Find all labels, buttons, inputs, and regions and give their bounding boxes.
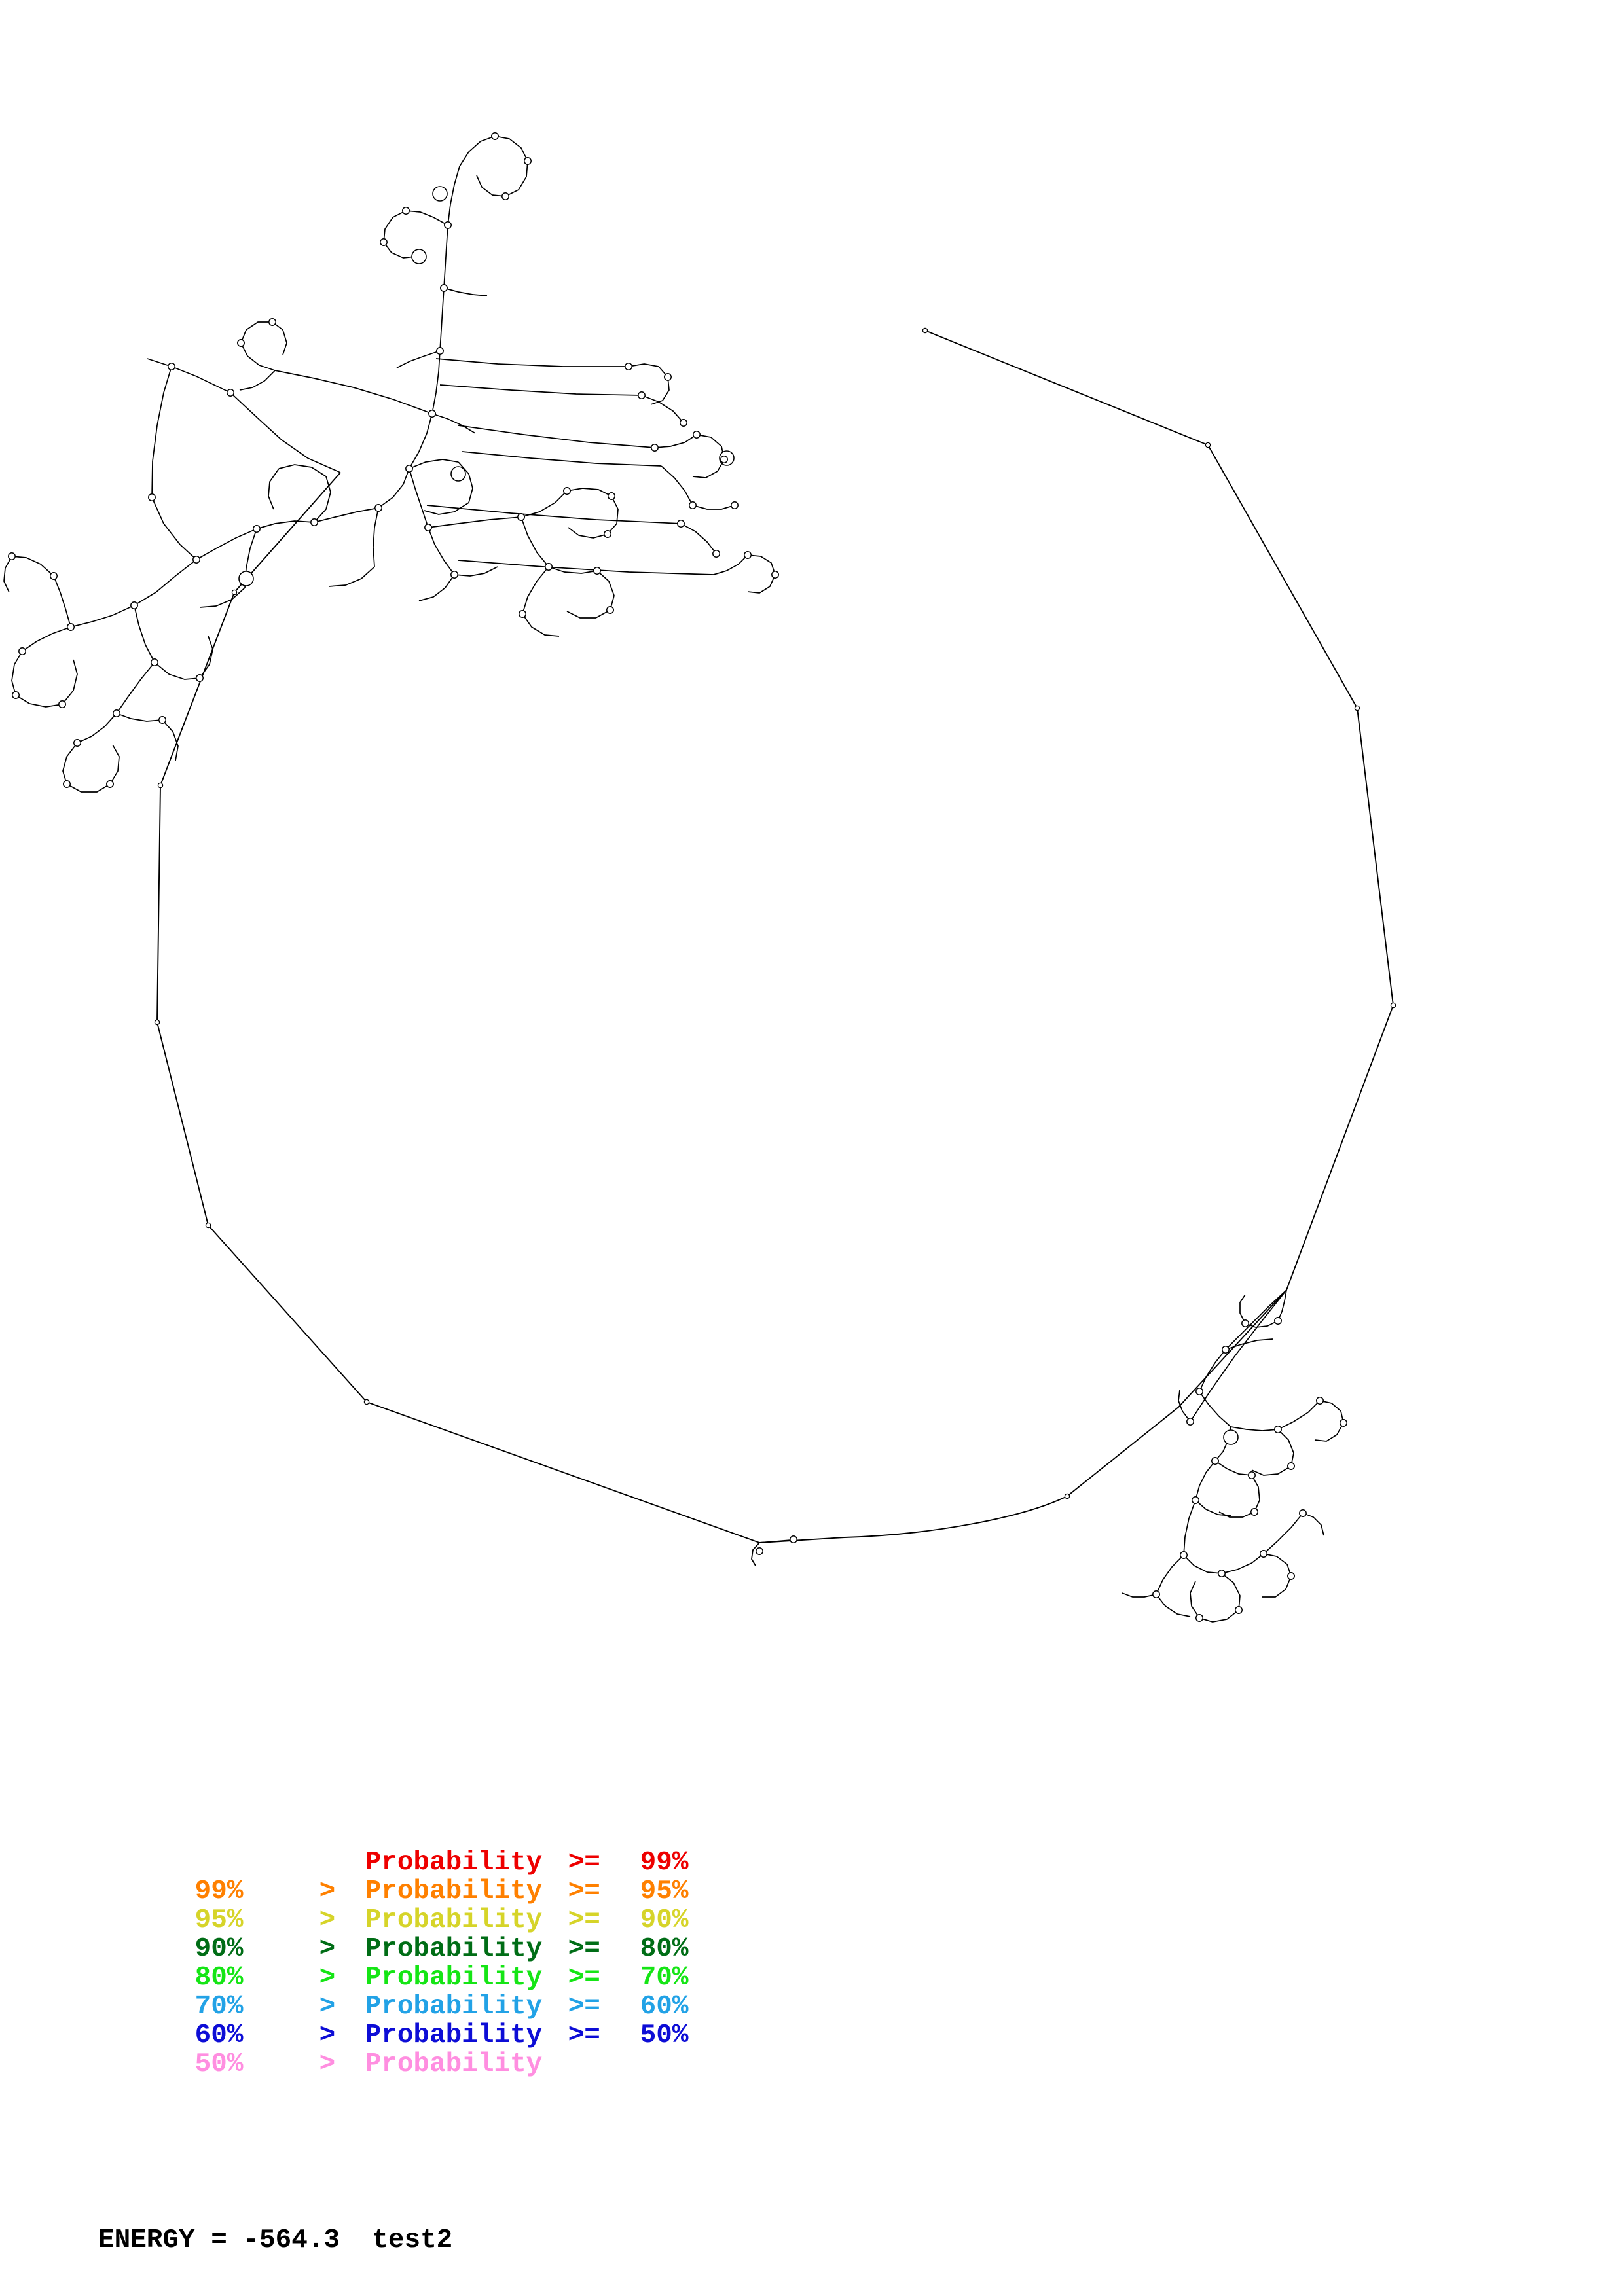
- legend-word-95: Probability: [365, 1876, 543, 1907]
- legend-row-90: 95% > Probability >= 90%: [0, 1877, 786, 1935]
- legend-word-70: Probability: [365, 1963, 543, 1993]
- legend-high-60: 60%: [640, 1992, 689, 2022]
- helix-cluster-upper-left: [3, 135, 528, 793]
- legend-row-50: 60% > Probability >= 50%: [0, 1992, 786, 2050]
- probability-colour-legend: Probability >= 99% 99% > Probability >= 95% 95…: [0, 1820, 786, 2079]
- legend-ge-50: >=: [568, 2020, 600, 2051]
- helix-cluster-lower-right: [1122, 1289, 1344, 1623]
- legend-op-60: >: [319, 1992, 336, 2022]
- legend-op-below-50: >: [319, 2049, 336, 2079]
- legend-row-99: Probability >= 99%: [0, 1820, 786, 1877]
- legend-high-95: 95%: [640, 1876, 689, 1907]
- legend-ge-60: >=: [568, 1992, 600, 2022]
- legend-low-70: 80%: [194, 1963, 244, 1993]
- exterior-loop-backbone: [156, 330, 1394, 1543]
- legend-ge-90: >=: [568, 1905, 600, 1935]
- legend-low-95: 99%: [194, 1876, 244, 1907]
- rna-structure-diagram[interactable]: [0, 0, 1623, 1676]
- legend-high-70: 70%: [640, 1963, 689, 1993]
- legend-ge-70: >=: [568, 1963, 600, 1993]
- energy-caption: ENERGY = -564.3 test2: [98, 2225, 453, 2255]
- sequence-termini: [751, 1535, 798, 1566]
- legend-row-80: 90% > Probability >= 80%: [0, 1906, 786, 1964]
- legend-ge-99: >=: [568, 1848, 600, 1878]
- legend-word-50: Probability: [365, 2020, 543, 2051]
- multiloop-cluster-upper-middle: [426, 358, 776, 637]
- legend-ge-95: >=: [568, 1876, 600, 1907]
- legend-word-99: Probability: [365, 1848, 543, 1878]
- legend-row-95: 99% > Probability >= 95%: [0, 1848, 786, 1906]
- legend-word-80: Probability: [365, 1934, 543, 1964]
- legend-ge-80: >=: [568, 1934, 600, 1964]
- legend-op-95: >: [319, 1876, 336, 1907]
- legend-high-90: 90%: [640, 1905, 689, 1935]
- legend-high-50: 50%: [640, 2020, 689, 2051]
- legend-low-90: 95%: [194, 1905, 244, 1935]
- legend-row-60: 70% > Probability >= 60%: [0, 1964, 786, 2021]
- legend-low-60: 70%: [194, 1992, 244, 2022]
- legend-op-70: >: [319, 1963, 336, 1993]
- legend-op-90: >: [319, 1905, 336, 1935]
- legend-word-below-50: Probability: [365, 2049, 543, 2079]
- legend-row-below-50: 50% > Probability: [0, 2021, 786, 2079]
- legend-word-90: Probability: [365, 1905, 543, 1935]
- legend-word-60: Probability: [365, 1992, 543, 2022]
- legend-high-80: 80%: [640, 1934, 689, 1964]
- legend-high-99: 99%: [640, 1848, 689, 1878]
- legend-row-70: 80% > Probability >= 70%: [0, 1935, 786, 1992]
- legend-low-50: 60%: [194, 2020, 244, 2051]
- legend-op-80: >: [319, 1934, 336, 1964]
- legend-low-below-50: 50%: [194, 2049, 244, 2079]
- legend-low-80: 90%: [194, 1934, 244, 1964]
- legend-op-50: >: [319, 2020, 336, 2051]
